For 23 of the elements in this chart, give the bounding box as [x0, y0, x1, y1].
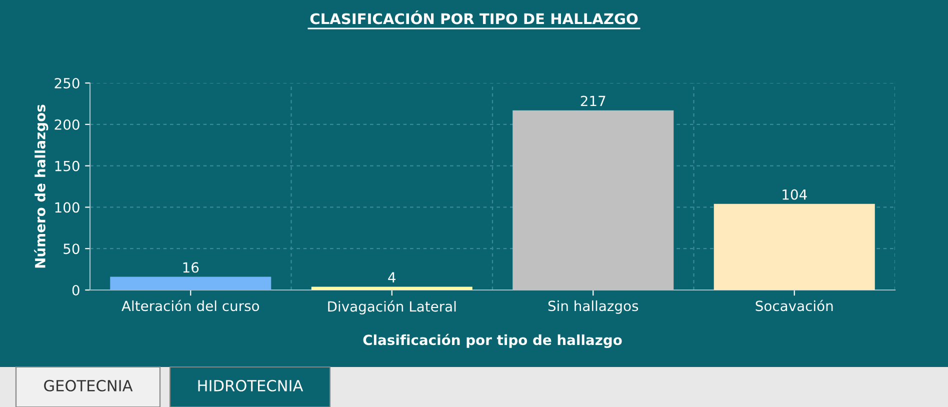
- data-label: 104: [782, 189, 807, 200]
- data-label: 217: [580, 96, 606, 106]
- x-tick-label: Divagación Lateral: [328, 300, 456, 314]
- y-axis-title: Número de hallazgos: [34, 104, 48, 268]
- y-tick-label: 150: [55, 160, 80, 172]
- bar: [311, 286, 472, 290]
- x-axis-title: Clasificación por tipo de hallazgo: [363, 334, 622, 348]
- x-tick-label: Socavación: [756, 300, 833, 312]
- y-tick-label: 100: [55, 202, 80, 213]
- text: GEOTECNIA: [44, 380, 133, 392]
- bar: [512, 110, 674, 290]
- bar: [714, 204, 875, 290]
- x-tick-label: Sin hallazgos: [548, 300, 638, 314]
- x-tick-label: Alteración del curso: [122, 300, 260, 312]
- data-label: 4: [388, 272, 396, 282]
- y-tick-label: 250: [54, 78, 80, 88]
- bar: [110, 276, 272, 290]
- text: HIDROTECNIA: [198, 380, 304, 392]
- y-tick-label: 0: [72, 284, 80, 296]
- chart-title: CLASIFICACIÓN POR TIPO DE HALLAZGO: [310, 10, 638, 24]
- y-tick-label: 200: [54, 119, 80, 130]
- data-label: 16: [183, 262, 199, 273]
- y-tick-label: 50: [64, 244, 80, 254]
